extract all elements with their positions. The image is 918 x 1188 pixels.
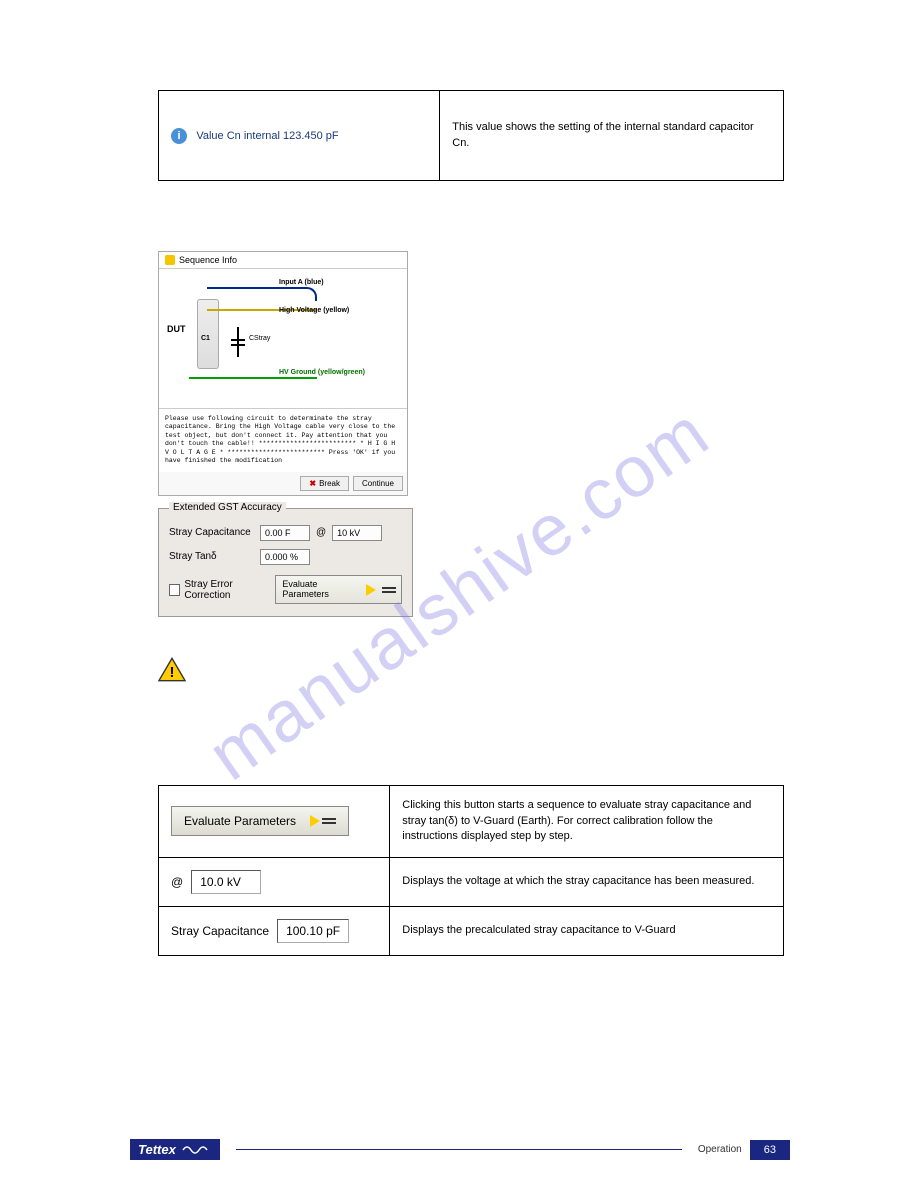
cn-label: Value Cn internal 123.450 pF <box>196 130 338 142</box>
seq-icon <box>165 255 175 265</box>
break-label: Break <box>319 479 340 488</box>
gnd-label: HV Ground (yellow/green) <box>279 369 365 376</box>
at-symbol: @ <box>171 875 183 889</box>
sc-value-field[interactable]: 100.10 pF <box>277 919 349 943</box>
checkbox-icon <box>169 584 180 596</box>
c1-label: C1 <box>201 335 210 342</box>
stray-cap-row: Stray Capacitance 0.00 F @ 10 kV <box>169 525 402 541</box>
input-a-label: Input A (blue) <box>279 279 324 286</box>
eval-label: Evaluate Parameters <box>184 814 296 828</box>
sc-desc: Displays the precalculated stray capacit… <box>390 906 784 955</box>
x-icon: ✖ <box>309 479 316 488</box>
info-icon: i <box>171 128 187 144</box>
wire-blue <box>207 287 317 301</box>
stray-tan-row: Stray Tanδ 0.000 % <box>169 549 402 565</box>
footer-section-text: Operation <box>698 1144 742 1155</box>
eval-label-small: Evaluate Parameters <box>282 580 360 600</box>
at-cell: @ 10.0 kV <box>159 857 390 906</box>
gst-bottom-row: Stray Error Correction Evaluate Paramete… <box>169 575 402 605</box>
at-symbol: @ <box>316 527 326 538</box>
stray-cap-label: Stray Capacitance <box>169 527 254 538</box>
evaluate-parameters-button[interactable]: Evaluate Parameters <box>171 806 349 836</box>
page-number: 63 <box>750 1140 790 1160</box>
warning-icon: ! <box>158 657 186 682</box>
sequence-instructions: Please use following circuit to determin… <box>159 409 407 472</box>
extended-gst-panel: Extended GST Accuracy Stray Capacitance … <box>158 508 413 618</box>
sequence-info-window: Sequence Info DUT C1 Input A (blue) High… <box>158 251 408 496</box>
parameters-table: Evaluate Parameters Clicking this button… <box>158 785 784 955</box>
continue-label: Continue <box>362 479 394 488</box>
footer: Tettex Operation 63 <box>130 1139 790 1160</box>
at-value[interactable]: 10 kV <box>332 525 382 541</box>
cn-cell-right: This value shows the setting of the inte… <box>440 91 784 181</box>
capacitor-icon <box>322 813 336 829</box>
wire-green <box>189 377 317 379</box>
gst-legend: Extended GST Accuracy <box>169 502 286 513</box>
cstray-label: CStray <box>249 335 270 342</box>
circuit-diagram: DUT C1 Input A (blue) High Voltage (yell… <box>159 269 407 409</box>
at-voltage-field[interactable]: 10.0 kV <box>191 870 261 894</box>
stray-cap-value[interactable]: 0.00 F <box>260 525 310 541</box>
footer-divider <box>236 1149 682 1150</box>
play-icon <box>310 815 320 827</box>
seq-title-text: Sequence Info <box>179 255 237 265</box>
sc-cell: Stray Capacitance 100.10 pF <box>159 906 390 955</box>
eval-cell: Evaluate Parameters <box>159 786 390 857</box>
logo-wave-icon <box>182 1143 212 1157</box>
stray-error-checkbox[interactable]: Stray Error Correction <box>169 579 275 601</box>
cn-cell-left: i Value Cn internal 123.450 pF <box>159 91 440 181</box>
page-content: i Value Cn internal 123.450 pF This valu… <box>158 90 784 956</box>
sequence-buttons: ✖Break Continue <box>159 472 407 495</box>
cn-table: i Value Cn internal 123.450 pF This valu… <box>158 90 784 181</box>
logo-text: Tettex <box>138 1142 176 1157</box>
at-desc: Displays the voltage at which the stray … <box>390 857 784 906</box>
sc-label: Stray Capacitance <box>171 924 269 938</box>
continue-button[interactable]: Continue <box>353 476 403 491</box>
capacitor-icon <box>382 582 395 598</box>
eval-desc: Clicking this button starts a sequence t… <box>390 786 784 857</box>
checkbox-label: Stray Error Correction <box>184 579 275 601</box>
capacitor-symbol <box>237 327 239 357</box>
svg-text:!: ! <box>170 664 175 681</box>
break-button[interactable]: ✖Break <box>300 476 349 491</box>
play-icon <box>366 584 376 596</box>
sequence-title-bar: Sequence Info <box>159 252 407 269</box>
dut-label: DUT <box>167 324 186 334</box>
stray-tan-value[interactable]: 0.000 % <box>260 549 310 565</box>
evaluate-parameters-button-small[interactable]: Evaluate Parameters <box>275 575 402 605</box>
tettex-logo: Tettex <box>130 1139 220 1160</box>
stray-tan-label: Stray Tanδ <box>169 551 254 562</box>
hv-label: High Voltage (yellow) <box>279 307 349 314</box>
